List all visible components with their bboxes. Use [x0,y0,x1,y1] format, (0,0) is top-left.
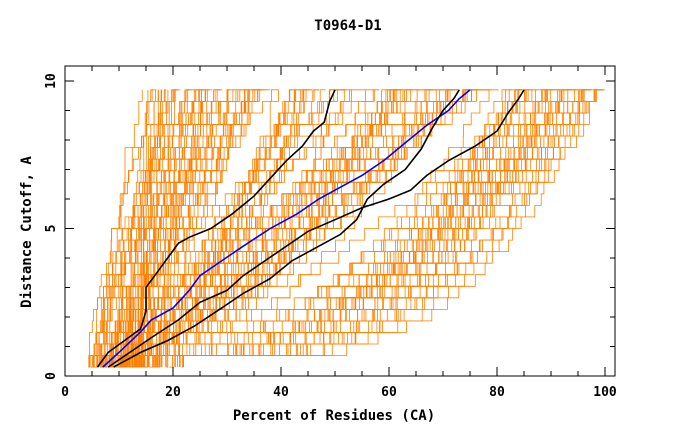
model-line-37 [96,89,178,368]
model-line-152 [109,89,603,368]
model-line-48 [128,89,201,368]
x-tick-label-80: 80 [489,385,505,400]
model-line-155 [110,89,568,368]
model-line-39 [122,89,209,368]
axis-ticks: 0 20 40 60 80 100 0 5 10 [44,66,617,400]
model-line-112 [161,89,478,368]
x-tick-label-20: 20 [165,385,181,400]
model-line-33 [97,89,231,368]
model-line-53 [101,89,228,368]
highlight-line-1 [102,89,471,368]
plot-series-group [88,89,605,368]
model-line-54 [139,89,271,368]
y-tick-label-10: 10 [44,73,59,89]
model-line-157 [154,89,605,368]
model-line-40 [109,89,169,368]
highlight-line-3 [113,89,460,368]
x-tick-label-60: 60 [381,385,397,400]
x-tick-label-0: 0 [61,385,69,400]
x-tick-label-40: 40 [273,385,289,400]
model-line-110 [109,89,348,368]
model-line-99 [149,89,279,368]
y-tick-label-5: 5 [44,225,59,233]
x-tick-label-100: 100 [593,385,617,400]
chart-title: T0964-D1 [314,18,381,34]
model-line-52 [103,89,143,368]
model-line-31 [114,89,260,368]
model-line-38 [108,89,178,368]
model-line-101 [102,89,296,368]
y-tick-label-0: 0 [44,372,59,380]
plot-frame [64,65,616,377]
y-axis-label: Distance Cutoff, A [19,156,35,308]
x-axis-label: Percent of Residues (CA) [233,408,435,424]
model-line-106 [119,89,436,368]
highlight-line-0 [96,89,336,368]
model-line-26 [117,89,203,368]
model-line-20 [88,89,206,368]
model-line-159 [122,89,592,368]
highlight-line-2 [107,89,525,368]
model-line-45 [111,89,159,368]
